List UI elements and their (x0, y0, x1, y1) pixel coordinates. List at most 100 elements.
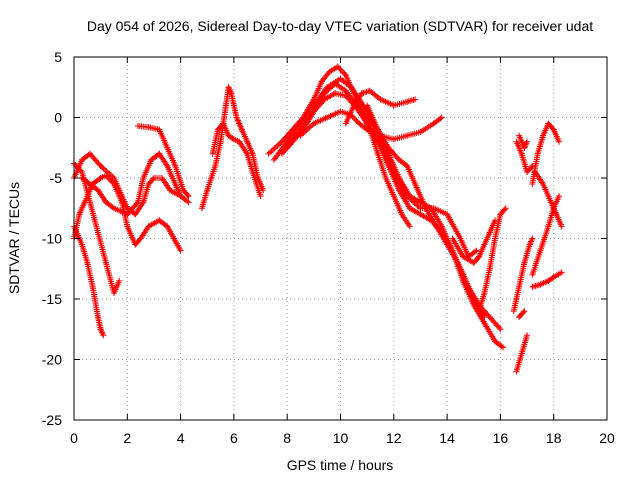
data-point (267, 149, 274, 156)
data-series-arc-y (529, 120, 563, 188)
y-tick-label: -20 (42, 352, 62, 368)
x-tick-label: 16 (493, 430, 509, 446)
data-point (100, 165, 107, 172)
data-point (309, 121, 316, 128)
data-point (307, 123, 314, 130)
data-point (104, 173, 111, 180)
data-point (338, 67, 345, 74)
data-point (406, 223, 413, 230)
data-series-arc-s (513, 332, 531, 375)
x-tick-label: 4 (177, 430, 185, 446)
data-point (437, 115, 444, 122)
x-axis-label: GPS time / hours (287, 457, 394, 473)
data-point (303, 127, 310, 134)
data-point (529, 235, 536, 242)
y-tick-label: -25 (42, 412, 62, 428)
data-point (96, 161, 103, 168)
data-series-arc-t (516, 308, 528, 321)
data-point (177, 247, 184, 254)
data-point (472, 248, 479, 255)
data-point (185, 193, 192, 200)
data-series-arc-u (513, 138, 536, 175)
x-tick-label: 8 (283, 430, 291, 446)
x-tick-label: 12 (386, 430, 402, 446)
data-point (277, 140, 284, 147)
x-tick-label: 18 (546, 430, 562, 446)
data-point (415, 203, 422, 210)
data-point (102, 166, 109, 173)
data-point (558, 223, 565, 230)
data-point (299, 131, 306, 138)
data-point (498, 343, 505, 350)
y-tick-label: -10 (42, 231, 62, 247)
data-point (341, 70, 348, 77)
data-point (108, 172, 115, 179)
data-point (336, 65, 343, 72)
axis-ticks: 0 2 4 6 8 10 12 14 16 18 20 -25 -20 -15 -10 -5 0 5 (42, 49, 615, 446)
data-point (97, 162, 104, 169)
x-tick-label: 6 (230, 430, 238, 446)
data-point (334, 63, 341, 70)
data-point (300, 129, 307, 136)
data-point (184, 191, 191, 198)
data-point (265, 150, 272, 157)
data-series-arc-j (270, 75, 480, 260)
data-series-arc-z (532, 168, 565, 230)
x-tick-label: 0 (70, 430, 78, 446)
data-point (105, 175, 112, 182)
data-point (149, 176, 156, 183)
data-point (340, 69, 347, 76)
data-point (100, 332, 107, 339)
data-point (496, 324, 503, 331)
y-tick-label: -5 (50, 170, 63, 186)
chart-title: Day 054 of 2026, Sidereal Day-to-day VTE… (87, 18, 593, 34)
y-tick-label: -15 (42, 291, 62, 307)
data-point (99, 164, 106, 171)
data-point (412, 96, 419, 103)
x-tick-label: 2 (123, 430, 131, 446)
y-axis-label: SDTVAR / TECUs (6, 182, 22, 294)
data-point (556, 193, 563, 200)
data-point (133, 200, 140, 207)
data-point (271, 145, 278, 152)
data-point (521, 308, 528, 315)
data-point (269, 146, 276, 153)
data-series-arc-f (134, 122, 192, 200)
data-series-arc-v (516, 132, 531, 151)
data-series-arc-q (476, 205, 509, 315)
data-point (529, 162, 536, 169)
data-point (501, 206, 508, 213)
data-point (272, 144, 279, 151)
data-point (229, 135, 236, 142)
data-point (105, 169, 112, 176)
data-point (306, 124, 313, 131)
data-point (524, 138, 531, 145)
data-series-arc-r (510, 235, 536, 315)
data-point (274, 142, 281, 149)
data-point (558, 269, 565, 276)
data-point (275, 141, 282, 148)
y-tick-label: 0 (54, 110, 62, 126)
data-series-arc-w (529, 193, 563, 278)
data-series-arc-a (71, 223, 107, 339)
data-point (301, 128, 308, 135)
data-point (297, 132, 304, 139)
data-series-arc-o (364, 102, 504, 333)
data-point (500, 344, 507, 351)
data-point (473, 247, 480, 254)
data-point (177, 193, 184, 200)
data-point (96, 176, 103, 183)
data-point (103, 168, 110, 175)
data-series-arc-p (449, 217, 499, 266)
data-series-arc-n (342, 87, 419, 127)
data-series-arc-g (198, 84, 267, 212)
x-tick-label: 14 (439, 430, 455, 446)
data-point (353, 117, 360, 124)
data-series-arc-h (209, 120, 264, 200)
data-point (185, 199, 192, 206)
data-point (350, 114, 357, 121)
x-tick-label: 20 (599, 430, 615, 446)
data-point (524, 332, 531, 339)
data-point (502, 205, 509, 212)
